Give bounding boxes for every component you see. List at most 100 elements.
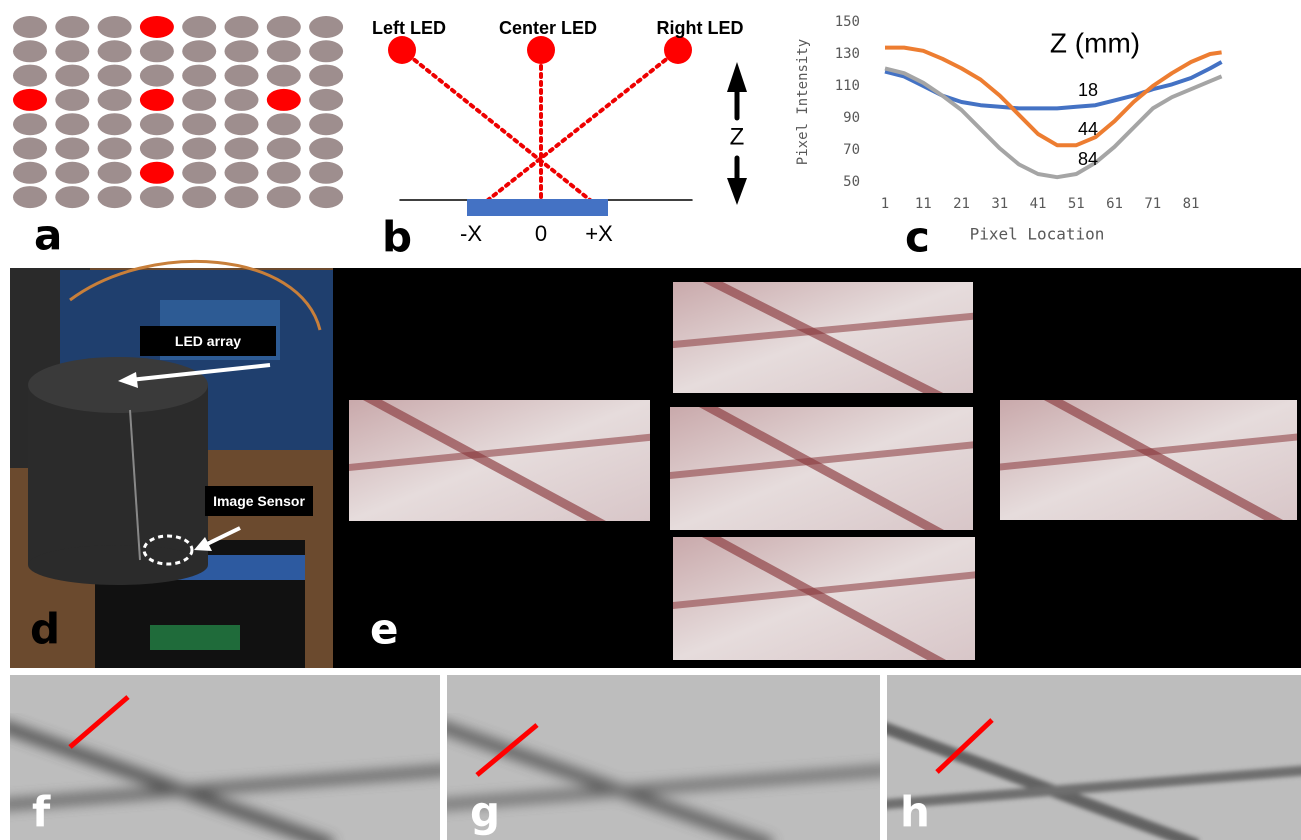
panel-letter: d [30,605,60,654]
y-tick-label: 110 [835,78,860,94]
led [13,186,47,208]
led [267,138,301,160]
reconstruction [437,675,890,840]
led [140,138,174,160]
led [182,186,216,208]
led [55,113,89,135]
led [182,16,216,38]
led [664,36,692,64]
led [182,138,216,160]
y-axis-label: Pixel Intensity [795,39,811,165]
led [182,113,216,135]
panel-letter: e [370,605,399,654]
led [225,138,259,160]
led [225,113,259,135]
panel-letter: g [470,788,500,837]
led [267,162,301,184]
led [55,138,89,160]
led [140,89,174,111]
led [13,113,47,135]
x-tick-label: 81 [1183,196,1200,212]
led [13,16,47,38]
led [98,186,132,208]
led [13,89,47,111]
x-tick-label: 21 [953,196,970,212]
led-label: Right LED [657,18,744,38]
led [309,113,343,135]
series-label: 18 [1078,80,1098,100]
led [182,40,216,62]
led-geometry-diagram: Left LED Center LED Right LED Z -X 0 +X [372,18,747,246]
led [98,65,132,87]
hologram [990,390,1301,530]
hologram [663,527,985,670]
panel-letter: c [905,213,930,262]
foam-cylinder [28,357,208,413]
reconstruction [0,675,450,840]
led [140,40,174,62]
callout: Image Sensor [205,486,313,516]
led-array-diagram [13,16,343,208]
led [55,89,89,111]
figure: Left LED Center LED Right LED Z -X 0 +X … [0,0,1301,840]
panel-letter: b [382,213,412,262]
led [225,89,259,111]
x-tick-label: 11 [915,196,932,212]
led [13,138,47,160]
hologram [660,397,983,540]
series-line [885,62,1222,108]
led [98,138,132,160]
series-label: 84 [1078,149,1098,169]
led-label: Center LED [499,18,597,38]
led [309,65,343,87]
led [140,186,174,208]
led [267,186,301,208]
led [309,186,343,208]
led [309,162,343,184]
panel-letter: f [32,788,51,837]
led [309,138,343,160]
sensor [467,199,608,216]
axis-label: Z [730,123,745,150]
y-tick-label: 70 [843,142,860,158]
panel-letter: h [900,788,930,837]
x-label: +X [585,221,613,246]
arrow-head [727,178,747,205]
x-tick-label: 31 [991,196,1008,212]
led [267,40,301,62]
led [55,162,89,184]
led [388,36,416,64]
led [13,65,47,87]
hologram [339,390,660,531]
ray [402,50,590,200]
reconstruction-images [0,675,1301,840]
led [267,113,301,135]
callout: LED array [140,326,276,356]
y-tick-label: 150 [835,14,860,30]
led [140,113,174,135]
hologram [663,272,983,403]
x-label: 0 [535,221,547,246]
led [225,186,259,208]
led [309,89,343,111]
led [55,40,89,62]
ray [488,50,678,200]
x-tick-label: 1 [881,196,889,212]
led [225,16,259,38]
led [55,65,89,87]
x-tick-label: 71 [1144,196,1161,212]
led [140,65,174,87]
photo-detail [150,625,240,650]
y-tick-label: 90 [843,110,860,126]
led [309,16,343,38]
led [98,89,132,111]
led [267,65,301,87]
led [225,65,259,87]
x-axis-label: Pixel Location [970,225,1105,244]
panel-letter: a [34,211,62,260]
led [267,89,301,111]
led [140,16,174,38]
led [182,89,216,111]
x-tick-label: 41 [1030,196,1047,212]
led [182,162,216,184]
